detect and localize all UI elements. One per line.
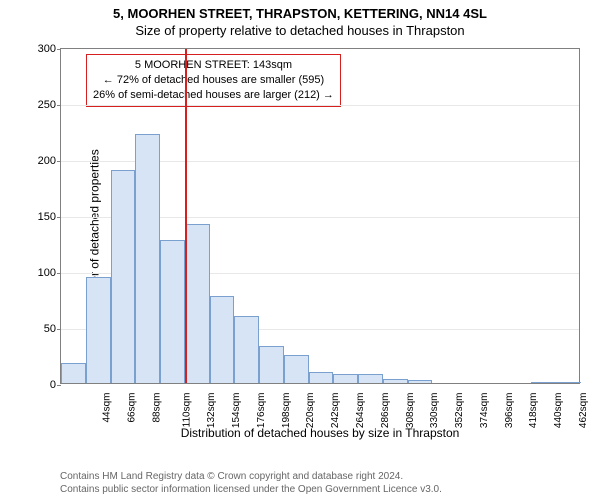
ytick-label: 200 [38,155,61,167]
xtick-label: 176sqm [256,393,267,429]
xtick-label: 242sqm [330,393,341,429]
ytick-label: 50 [44,323,61,335]
histogram-bar [408,380,433,383]
reference-line [185,49,187,383]
footer-attribution: Contains HM Land Registry data © Crown c… [60,471,442,496]
xtick-label: 418sqm [528,393,539,429]
xtick-label: 440sqm [553,393,564,429]
xtick-label: 352sqm [454,393,465,429]
xtick-label: 110sqm [181,393,192,428]
ytick-label: 250 [38,99,61,111]
histogram-bar [259,346,284,383]
histogram-bar [135,134,160,383]
histogram-bar [333,374,358,383]
ytick-label: 300 [38,43,61,55]
ytick-label: 150 [38,211,61,223]
histogram-bar [61,363,86,383]
histogram-bar [160,240,185,383]
xtick-label: 264sqm [355,393,366,429]
xtick-label: 374sqm [479,393,490,429]
histogram-bar [531,382,556,383]
xtick-label: 132sqm [207,393,218,429]
ytick-label: 0 [50,379,61,391]
chart-region: Number of detached properties 0501001502… [60,48,580,416]
histogram-bar [210,296,235,383]
footer-line-1: Contains HM Land Registry data © Crown c… [60,471,442,484]
histogram-bar [358,374,383,383]
page-subtitle: Size of property relative to detached ho… [0,23,600,38]
xtick-label: 198sqm [281,393,292,429]
xtick-label: 154sqm [231,393,242,429]
plot-area: 05010015020025030044sqm66sqm88sqm110sqm1… [60,48,580,384]
xtick-label: 396sqm [504,393,515,429]
ytick-label: 100 [38,267,61,279]
histogram-bar [234,316,259,383]
histogram-bar [111,170,136,383]
xtick-label: 286sqm [380,393,391,429]
x-axis-label: Distribution of detached houses by size … [60,426,580,440]
histogram-bar [309,372,334,383]
xtick-label: 330sqm [429,393,440,429]
histogram-bar [284,355,309,383]
xtick-label: 44sqm [102,393,113,423]
histogram-bar [185,224,210,383]
histogram-bar [556,382,581,383]
gridline [61,105,579,106]
xtick-label: 220sqm [306,393,317,429]
histogram-bar [86,277,111,383]
xtick-label: 66sqm [127,393,138,423]
xtick-label: 88sqm [151,393,162,423]
footer-line-2: Contains public sector information licen… [60,484,442,497]
xtick-label: 462sqm [578,393,589,429]
xtick-label: 308sqm [405,393,416,429]
page-title: 5, MOORHEN STREET, THRAPSTON, KETTERING,… [0,6,600,21]
histogram-bar [383,379,408,383]
